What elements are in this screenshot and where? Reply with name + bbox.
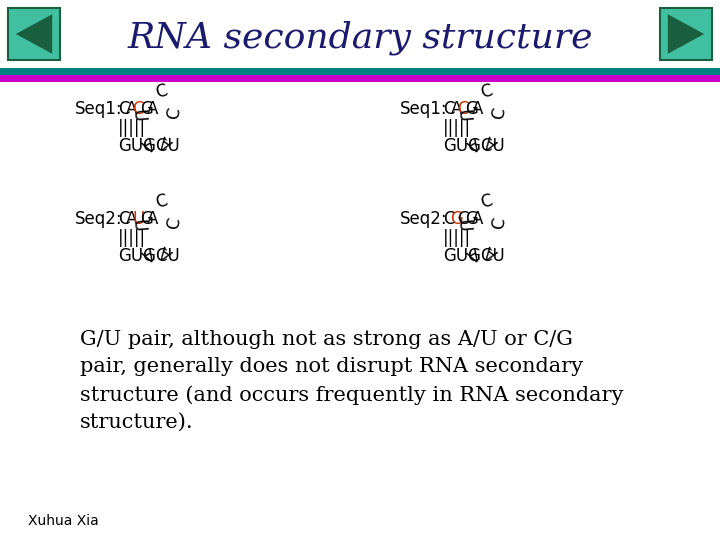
Text: A: A [482,131,502,152]
Text: G: G [140,100,153,118]
Text: |||||: ||||| [118,119,146,137]
Text: A: A [147,100,158,118]
Text: A: A [451,100,462,118]
Text: RNA secondary structure: RNA secondary structure [127,21,593,55]
Text: C: C [118,210,130,228]
Text: Seq1:: Seq1: [75,100,122,118]
Text: C: C [458,210,469,228]
Text: A: A [125,100,137,118]
Text: |||||: ||||| [444,228,472,247]
Text: |||||: ||||| [444,119,472,137]
Text: Seq1:: Seq1: [400,100,448,118]
Text: Xuhua Xia: Xuhua Xia [28,514,99,528]
FancyBboxPatch shape [8,8,60,60]
Text: GUGCU: GUGCU [444,137,505,155]
Bar [0,68,720,75]
Text: A: A [482,241,502,262]
Text: A: A [147,210,158,228]
Text: C: C [444,100,455,118]
Text: C: C [458,100,469,118]
Text: |||||: ||||| [118,228,146,247]
Text: C: C [489,106,509,121]
Text: C: C [118,100,130,118]
Text: U: U [454,109,473,123]
Text: G: G [465,100,477,118]
Text: A: A [138,132,157,153]
Text: A: A [125,210,137,228]
Polygon shape [16,14,53,54]
Text: A: A [472,100,483,118]
Text: C: C [132,100,144,118]
FancyBboxPatch shape [660,8,712,60]
Text: Seq2:: Seq2: [75,210,122,228]
Text: C: C [153,191,169,212]
Text: U: U [129,219,148,233]
Text: U: U [132,210,145,228]
Polygon shape [668,14,704,54]
Text: C: C [478,82,494,102]
Text: G: G [451,210,463,228]
Text: G: G [140,210,153,228]
Text: C: C [478,191,494,212]
Text: A: A [157,241,176,262]
Text: A: A [138,242,157,264]
Text: A: A [463,242,482,264]
Text: U: U [454,219,473,233]
Text: Seq2:: Seq2: [400,210,448,228]
Text: C: C [444,210,455,228]
Text: G/U pair, although not as strong as A/U or C/G
pair, generally does not disrupt : G/U pair, although not as strong as A/U … [80,330,624,432]
Text: U: U [129,109,148,123]
Bar [0,75,720,82]
Text: A: A [463,132,482,153]
Text: A: A [157,131,176,152]
Text: C: C [164,217,184,231]
Text: C: C [489,217,509,231]
Text: GUGCU: GUGCU [444,247,505,265]
Text: GUGCU: GUGCU [118,247,180,265]
Text: GUGCU: GUGCU [118,137,180,155]
Text: C: C [164,106,184,121]
Text: G: G [465,210,477,228]
Text: A: A [472,210,483,228]
Text: C: C [153,82,169,102]
